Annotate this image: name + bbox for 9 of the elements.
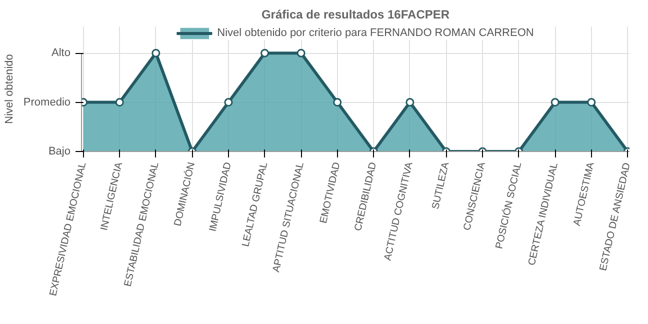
category-label: Promedio xyxy=(23,96,70,108)
x-tick-label: LEALTAD GRUPAL xyxy=(240,160,270,248)
x-tick-label: ESTADO DE ANSIEDAD xyxy=(598,162,633,272)
legend-label: Nivel obtenido por criterio para FERNANDO ROMAN CARREON xyxy=(217,27,534,39)
category-label: Alto xyxy=(52,47,71,60)
y-axis-title: Nivel obtenido xyxy=(3,54,16,124)
chart-title: Gráfica de resultados 16FACPER xyxy=(261,8,450,22)
x-tick-label: SUTILEZA xyxy=(430,160,452,210)
category-label: Bajo xyxy=(48,146,71,158)
